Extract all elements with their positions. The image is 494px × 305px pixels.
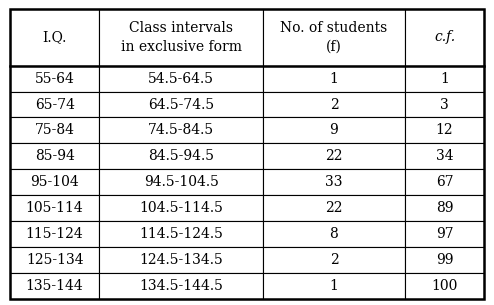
Bar bbox=[405, 66, 484, 92]
Bar bbox=[99, 247, 263, 273]
Bar bbox=[10, 195, 99, 221]
Text: 94.5-104.5: 94.5-104.5 bbox=[144, 175, 218, 189]
Bar bbox=[10, 221, 99, 247]
Text: 89: 89 bbox=[436, 201, 453, 215]
Text: 124.5-134.5: 124.5-134.5 bbox=[139, 253, 223, 267]
Bar bbox=[99, 143, 263, 169]
Bar bbox=[10, 9, 99, 66]
Bar bbox=[99, 221, 263, 247]
Bar bbox=[99, 169, 263, 195]
Bar bbox=[10, 143, 99, 169]
Bar bbox=[263, 92, 405, 117]
Bar bbox=[405, 117, 484, 143]
Text: 9: 9 bbox=[329, 124, 338, 138]
Text: 8: 8 bbox=[329, 227, 338, 241]
Bar bbox=[10, 247, 99, 273]
Bar bbox=[263, 247, 405, 273]
Text: 134.5-144.5: 134.5-144.5 bbox=[139, 279, 223, 293]
Text: 74.5-84.5: 74.5-84.5 bbox=[148, 124, 214, 138]
Text: 34: 34 bbox=[436, 149, 453, 163]
Bar bbox=[405, 221, 484, 247]
Text: 84.5-94.5: 84.5-94.5 bbox=[148, 149, 214, 163]
Bar bbox=[10, 117, 99, 143]
Text: 99: 99 bbox=[436, 253, 453, 267]
Bar bbox=[263, 9, 405, 66]
Bar bbox=[405, 195, 484, 221]
Bar bbox=[263, 221, 405, 247]
Text: 2: 2 bbox=[329, 98, 338, 112]
Text: 54.5-64.5: 54.5-64.5 bbox=[148, 72, 214, 86]
Bar bbox=[10, 92, 99, 117]
Text: 67: 67 bbox=[436, 175, 453, 189]
Bar bbox=[99, 66, 263, 92]
Text: 55-64: 55-64 bbox=[35, 72, 75, 86]
Text: 115-124: 115-124 bbox=[26, 227, 83, 241]
Bar bbox=[99, 117, 263, 143]
Text: 125-134: 125-134 bbox=[26, 253, 83, 267]
Bar bbox=[405, 92, 484, 117]
Bar bbox=[405, 169, 484, 195]
Text: 64.5-74.5: 64.5-74.5 bbox=[148, 98, 214, 112]
Text: 3: 3 bbox=[440, 98, 449, 112]
Text: I.Q.: I.Q. bbox=[42, 30, 67, 45]
Text: 22: 22 bbox=[325, 149, 343, 163]
Bar bbox=[99, 195, 263, 221]
Text: 114.5-124.5: 114.5-124.5 bbox=[139, 227, 223, 241]
Text: c.f.: c.f. bbox=[434, 30, 455, 45]
Bar bbox=[405, 247, 484, 273]
Bar bbox=[263, 143, 405, 169]
Text: 1: 1 bbox=[329, 72, 338, 86]
Text: 75-84: 75-84 bbox=[35, 124, 75, 138]
Bar bbox=[263, 273, 405, 299]
Bar bbox=[263, 117, 405, 143]
Bar bbox=[99, 273, 263, 299]
Bar bbox=[263, 66, 405, 92]
Bar bbox=[405, 143, 484, 169]
Bar bbox=[10, 273, 99, 299]
Text: 1: 1 bbox=[329, 279, 338, 293]
Text: 22: 22 bbox=[325, 201, 343, 215]
Text: 95-104: 95-104 bbox=[30, 175, 79, 189]
Text: 105-114: 105-114 bbox=[26, 201, 83, 215]
Bar bbox=[99, 9, 263, 66]
Text: 33: 33 bbox=[325, 175, 343, 189]
Text: 100: 100 bbox=[431, 279, 458, 293]
Bar bbox=[10, 169, 99, 195]
Text: 97: 97 bbox=[436, 227, 453, 241]
Bar bbox=[405, 273, 484, 299]
Bar bbox=[263, 195, 405, 221]
Text: 104.5-114.5: 104.5-114.5 bbox=[139, 201, 223, 215]
Bar bbox=[10, 66, 99, 92]
Text: 65-74: 65-74 bbox=[35, 98, 75, 112]
Text: No. of students
(f): No. of students (f) bbox=[280, 21, 388, 54]
Text: 135-144: 135-144 bbox=[26, 279, 83, 293]
Text: 12: 12 bbox=[436, 124, 453, 138]
Bar bbox=[405, 9, 484, 66]
Text: Class intervals
in exclusive form: Class intervals in exclusive form bbox=[121, 21, 242, 54]
Text: 85-94: 85-94 bbox=[35, 149, 75, 163]
Text: 1: 1 bbox=[440, 72, 449, 86]
Text: 2: 2 bbox=[329, 253, 338, 267]
Bar bbox=[263, 169, 405, 195]
Bar bbox=[99, 92, 263, 117]
